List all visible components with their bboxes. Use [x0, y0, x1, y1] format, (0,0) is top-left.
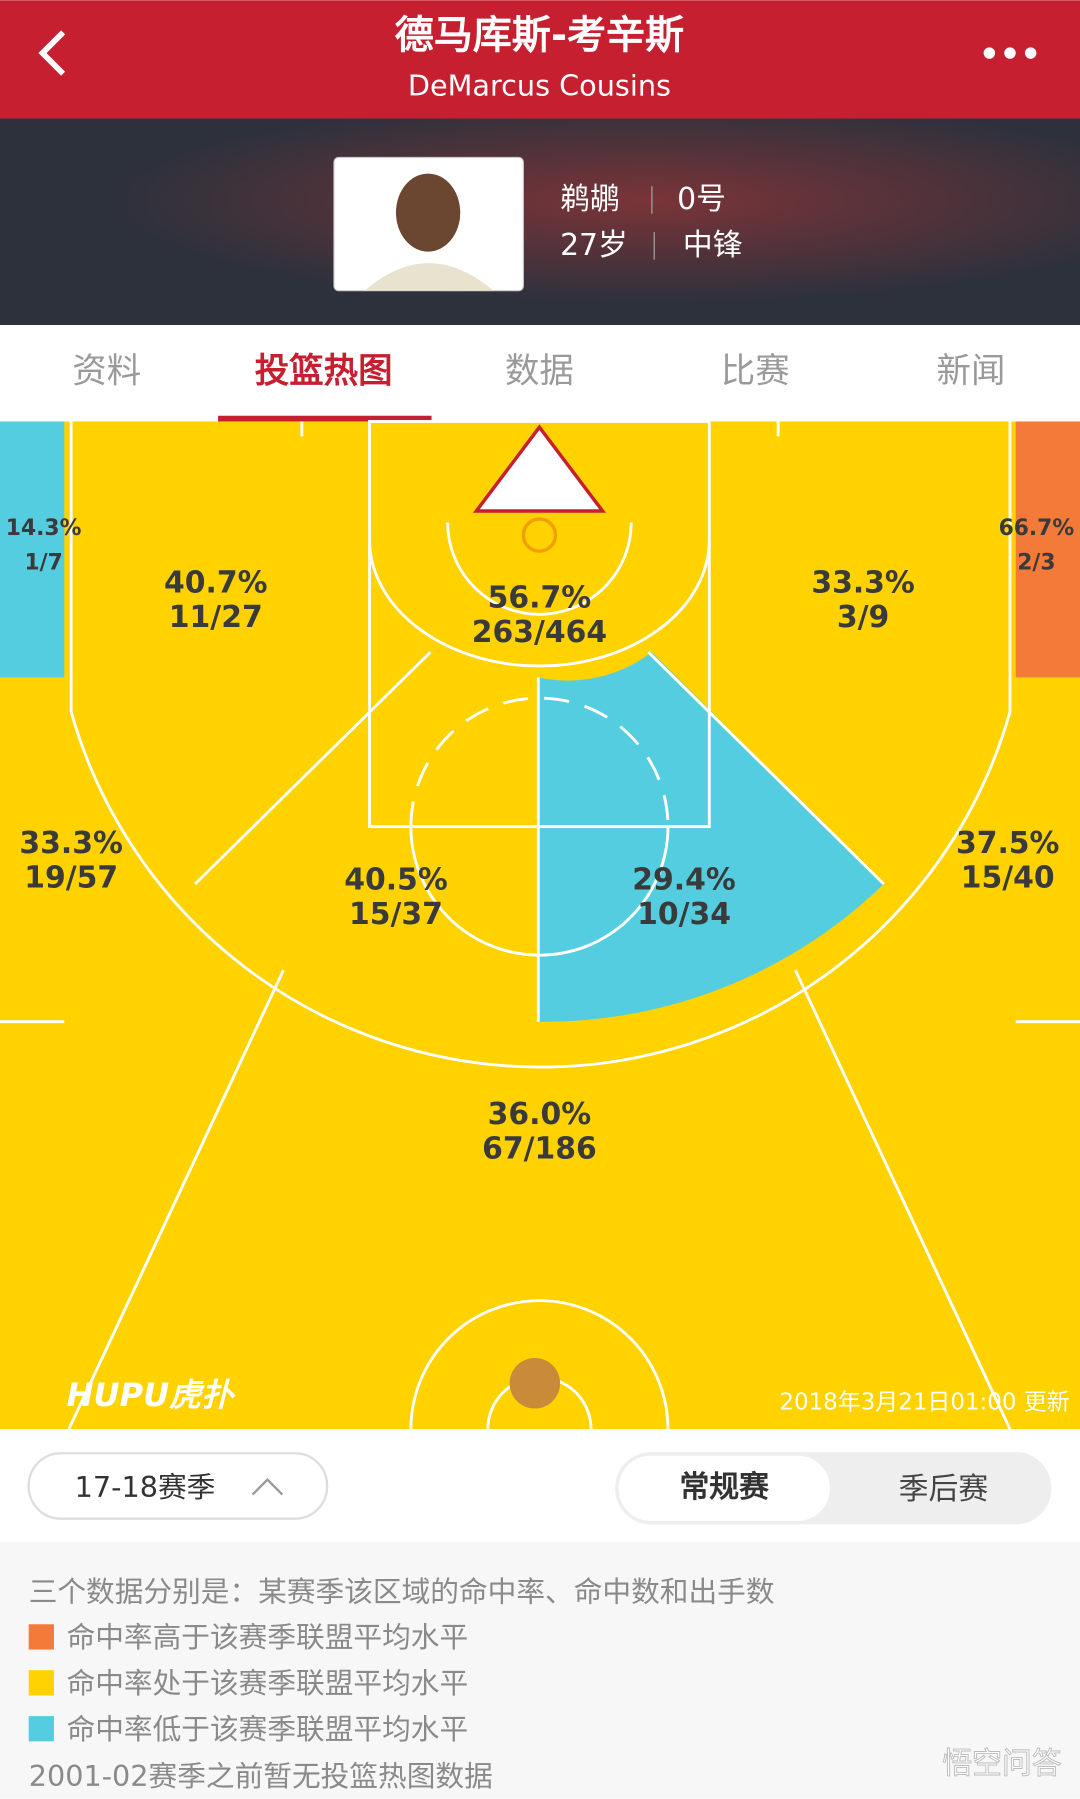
number: 0号	[677, 182, 726, 217]
zone-pct: 29.4%	[632, 863, 735, 898]
legend-swatch	[28, 1716, 54, 1742]
zone-shots: 2/3	[1017, 551, 1055, 576]
mode-active[interactable]	[618, 1455, 830, 1521]
legend-text: 命中率低于该赛季联盟平均水平	[67, 1712, 469, 1746]
update-time: 2018年3月21日01:00 更新	[779, 1390, 1069, 1416]
tab[interactable]: 新闻	[937, 351, 1006, 391]
legend-text: 命中率高于该赛季联盟平均水平	[67, 1620, 469, 1654]
zone-shots: 67/186	[482, 1131, 597, 1166]
legend-swatch	[28, 1624, 54, 1650]
ball	[509, 1358, 561, 1409]
tab[interactable]: 比赛	[721, 351, 790, 391]
player-name: 德马库斯-考辛斯	[395, 13, 684, 58]
zone-shots: 19/57	[24, 860, 118, 895]
zone-pct: 37.5%	[956, 826, 1059, 861]
note-footer: 2001-02赛季之前暂无投篮热图数据	[29, 1759, 493, 1793]
photo-face	[395, 173, 461, 252]
tab[interactable]: 数据	[505, 351, 574, 391]
mode-playoffs[interactable]: 季后赛	[899, 1472, 988, 1507]
season-selector[interactable]	[27, 1452, 329, 1520]
player-banner	[0, 118, 1080, 326]
tab[interactable]: 资料	[72, 351, 141, 391]
player-name-en: DeMarcus Cousins	[408, 69, 671, 103]
zone-pct: 40.7%	[164, 565, 267, 600]
notes-panel	[0, 1541, 1080, 1799]
legend-swatch	[28, 1670, 54, 1696]
zone-right-mid	[538, 652, 884, 1022]
zone-pct: 40.5%	[344, 863, 447, 898]
tab-bar	[0, 325, 1080, 422]
zone-left-corner	[0, 421, 65, 678]
tab-underline	[218, 415, 432, 422]
photo-jersey	[364, 263, 494, 291]
zone-shots: 15/40	[961, 860, 1055, 895]
chevron	[251, 1478, 284, 1496]
zone-pct: 36.0%	[488, 1097, 591, 1132]
mode-regular[interactable]: 常规赛	[679, 1470, 769, 1505]
zone-shots: 10/34	[637, 897, 731, 932]
zone-shots: 11/27	[169, 600, 263, 635]
zone-pct: 33.3%	[811, 565, 914, 600]
legend-text: 命中率处于该赛季联盟平均水平	[67, 1666, 469, 1700]
age: 27岁	[560, 228, 628, 263]
back-button[interactable]	[38, 30, 66, 76]
zone-shots: 1/7	[24, 551, 62, 576]
season: 17-18赛季	[75, 1470, 216, 1504]
zone-pct: 14.3%	[6, 516, 82, 541]
zone-pct: 33.3%	[19, 826, 122, 861]
court-lines	[0, 420, 1080, 1430]
zone-shots: 3/9	[837, 600, 889, 635]
header-bar	[0, 0, 1080, 119]
watermark: 悟空问答	[942, 1746, 1061, 1781]
zone-right-corner	[1015, 421, 1080, 678]
position: 中锋	[683, 228, 743, 263]
team: 鹈鹕	[560, 182, 620, 217]
brand-logo: HUPU虎扑	[67, 1376, 237, 1414]
note-intro: 三个数据分别是：某赛季该区域的命中率、命中数和出手数	[29, 1574, 775, 1608]
zone-pct: 56.7%	[488, 580, 591, 615]
zone-shots: 263/464	[472, 615, 607, 650]
more-button[interactable]	[983, 47, 1037, 59]
zone-pct: 66.7%	[999, 516, 1075, 541]
zone-shots: 15/37	[349, 897, 443, 932]
tab-active[interactable]: 投篮热图	[255, 351, 393, 391]
